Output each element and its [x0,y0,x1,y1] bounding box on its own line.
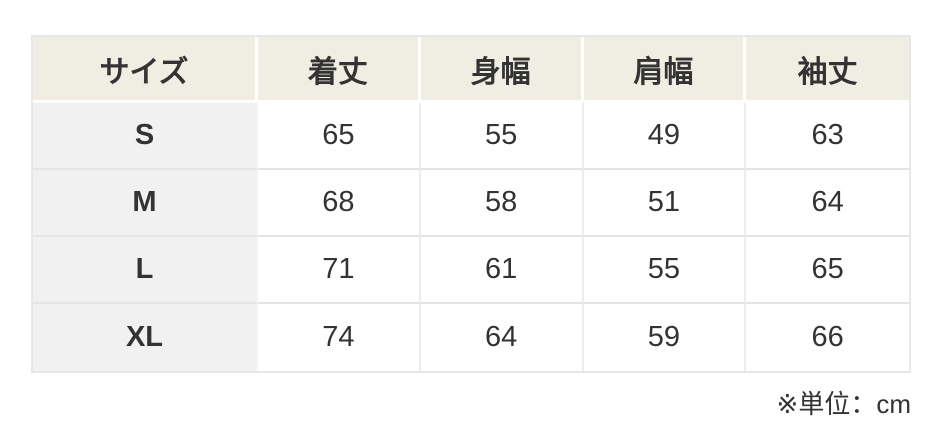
value-cell: 61 [420,237,584,304]
value-cell: 58 [420,170,584,237]
value-cell: 74 [258,304,421,371]
header-row: サイズ 着丈 身幅 肩幅 袖丈 [33,37,909,103]
value-cell: 64 [420,304,584,371]
value-cell: 55 [420,103,584,170]
value-cell: 66 [746,304,909,371]
header-cell-body-length: 着丈 [258,37,421,103]
value-cell: 55 [583,237,747,304]
header-cell-size: サイズ [33,37,258,103]
value-cell: 49 [583,103,747,170]
table-row-xl: XL 74 64 59 66 [33,304,909,371]
header-cell-shoulder-width: 肩幅 [583,37,747,103]
value-cell: 68 [258,170,421,237]
table-row-m: M 68 58 51 64 [33,170,909,237]
value-cell: 59 [583,304,747,371]
table-row-s: S 65 55 49 63 [33,103,909,170]
value-cell: 65 [258,103,421,170]
table-row-l: L 71 61 55 65 [33,237,909,304]
value-cell: 63 [746,103,909,170]
header-cell-body-width: 身幅 [420,37,584,103]
value-cell: 64 [746,170,909,237]
size-label-cell: S [33,103,258,170]
header-cell-sleeve-length: 袖丈 [746,37,909,103]
value-cell: 51 [583,170,747,237]
value-cell: 71 [258,237,421,304]
size-label-cell: XL [33,304,258,371]
size-label-cell: M [33,170,258,237]
value-cell: 65 [746,237,909,304]
size-chart-table-frame: サイズ 着丈 身幅 肩幅 袖丈 S 65 55 49 63 M 68 [31,35,911,373]
unit-note: ※単位：cm [776,389,911,419]
size-label-cell: L [33,237,258,304]
size-chart-table: サイズ 着丈 身幅 肩幅 袖丈 S 65 55 49 63 M 68 [33,37,909,371]
